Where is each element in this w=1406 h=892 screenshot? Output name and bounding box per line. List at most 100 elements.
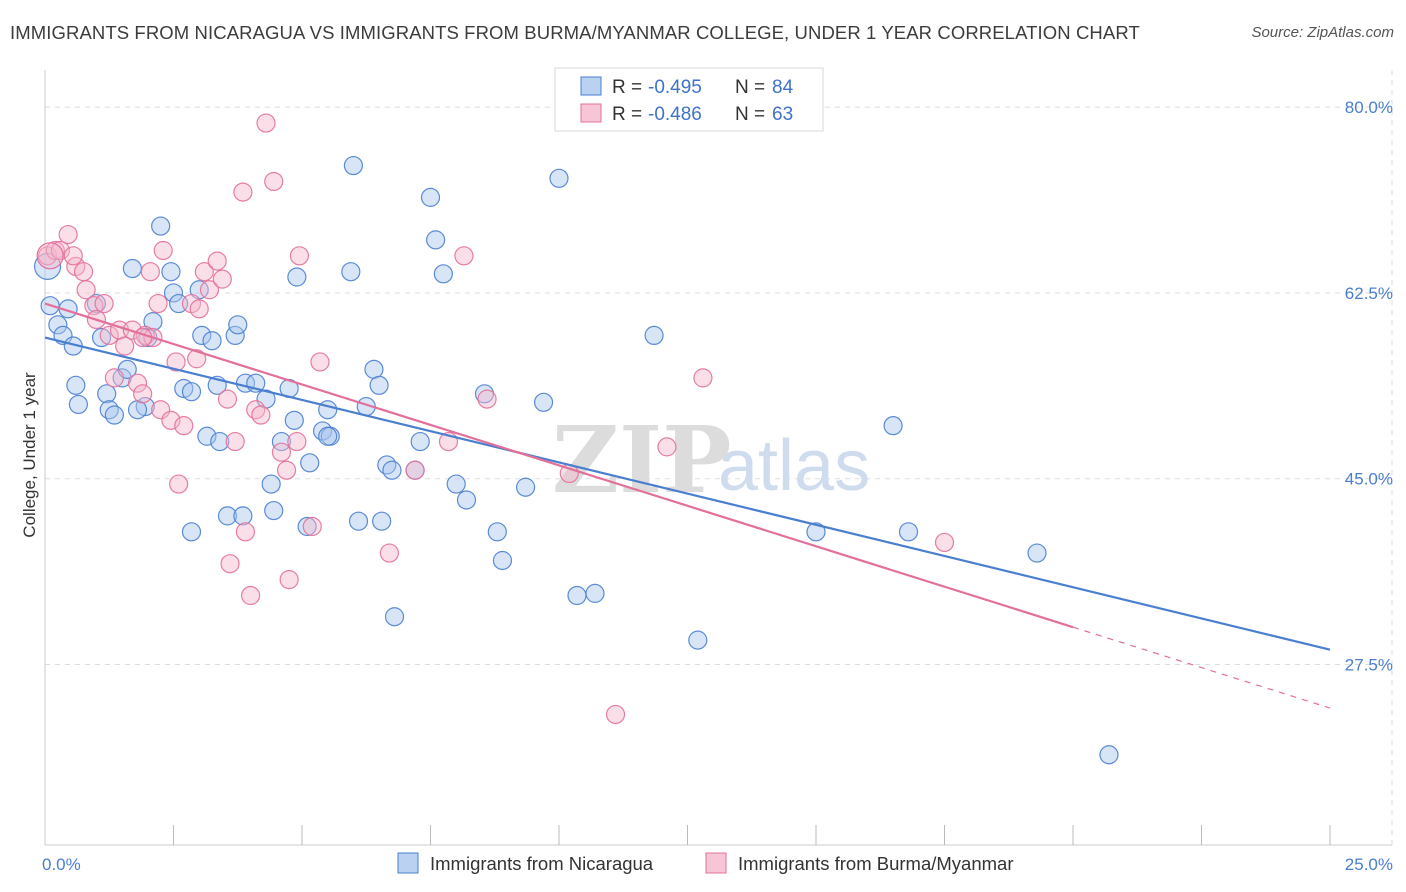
burma-point-47 [287,431,307,452]
nicaragua-point-15 [122,258,142,279]
legend-n-label-burma: N = [735,104,770,125]
nicaragua-point-71 [492,550,513,571]
nicaragua-point-30 [202,331,222,351]
nicaragua-point-56 [364,359,384,379]
bottom-legend-swatch-burma [705,852,727,874]
trend-lines [44,302,1331,709]
nicaragua-point-2 [48,315,68,335]
burma-point-34 [217,389,238,409]
burma-point-9 [94,293,114,314]
y-tick-labels: 80.0% 62.5% 45.0% 27.5% [1345,98,1393,674]
nicaragua-point-42 [271,431,292,452]
y-tick-label-0: 80.0% [1345,98,1393,117]
burma-point-15 [127,373,148,393]
source-label: Source: ZipAtlas.com [1251,24,1394,41]
legend-n-value-burma: 63 [772,104,793,125]
y-tick-label-2: 45.0% [1345,470,1393,489]
bottom-legend-swatch-nicaragua [397,852,419,874]
nicaragua-point-65 [426,230,446,250]
burma-point-60 [934,532,955,553]
nicaragua-point-76 [585,583,605,603]
nicaragua-point-29 [197,426,217,446]
axes [44,70,1392,846]
burma-point-31 [199,280,220,300]
nicaragua-point-45 [287,267,307,287]
burma-point-18 [140,262,160,282]
nicaragua-point-50 [318,426,338,446]
burma-point-55 [477,389,497,409]
nicaragua-point-24 [174,378,194,399]
burma-point-30 [194,262,214,282]
nicaragua-point-57 [369,375,389,395]
burma-point-11 [104,368,124,388]
burma-trend-line [44,302,1074,629]
nicaragua-point-46 [297,516,317,537]
burma-point-25 [169,474,189,494]
legend-n-value-nicaragua: 84 [772,77,794,98]
nicaragua-point-25 [181,382,202,402]
x-tick-labels: 0.0% 25.0% [42,855,1393,874]
nicaragua-point-17 [127,400,148,420]
bottom-legend-label-burma: Immigrants from Burma/Myanmar [738,853,1014,874]
burma-point-29 [189,299,209,319]
legend-r-label-nicaragua: R = [612,77,647,98]
burma-point-36 [225,431,245,452]
y-tick-label-1: 62.5% [1345,284,1393,303]
nicaragua-point-75 [567,585,587,606]
chart-title: IMMIGRANTS FROM NICARAGUA VS IMMIGRANTS … [10,22,1140,43]
nicaragua-point-36 [233,506,253,526]
burma-point-44 [271,442,292,462]
nicaragua-point-54 [348,511,369,531]
nicaragua-point-47 [300,453,320,473]
nicaragua-point-73 [533,392,554,412]
y-axis-label: College, Under 1 year [20,372,39,538]
nicaragua-point-69 [474,384,495,404]
nicaragua-point-8 [86,293,107,314]
nicaragua-point-81 [898,522,919,542]
burma-point-13 [115,336,135,356]
legend-r-value-nicaragua: -0.495 [648,77,702,98]
nicaragua-point-33 [217,506,238,526]
burma-point-59 [605,704,626,725]
nicaragua-point-80 [883,416,903,436]
nicaragua-point-64 [420,187,441,207]
burma-point-5 [73,262,94,282]
burma-point-38 [235,522,256,542]
nicaragua-point-74 [549,168,569,188]
x-tick-label-1: 25.0% [1345,855,1393,874]
burma-point-35 [220,554,240,574]
burma-point-46 [279,569,299,590]
burma-point-16 [133,384,153,404]
burma-point-49 [302,516,322,537]
nicaragua-point-78 [688,630,708,650]
nicaragua-point-20 [151,216,171,236]
nicaragua-point-61 [382,460,402,480]
nicaragua-point-70 [487,522,507,542]
burma-point-22 [153,240,173,261]
burma-point-45 [276,460,297,480]
burma-point-61 [63,246,83,266]
nicaragua-point-68 [456,490,477,510]
nicaragua-point-35 [228,315,248,335]
nicaragua-point-83 [1099,745,1119,765]
legend-r-label-burma: R = [612,104,647,125]
nicaragua-point-58 [372,511,392,531]
burma-point-10 [99,325,119,346]
burma-point-51 [379,543,399,563]
burma-point-50 [310,352,330,372]
nicaragua-point-11 [99,400,119,420]
burma-point-33 [212,269,232,289]
stats-legend: R = -0.495 N = 84 R = -0.486 N = 63 [554,67,824,132]
nicaragua-point-60 [384,607,405,627]
burma-point-40 [246,400,266,420]
burma-point-41 [251,405,271,425]
nicaragua-point-53 [343,155,363,176]
legend-r-value-burma: -0.486 [648,104,702,125]
burma-point-57 [657,437,677,457]
nicaragua-point-21 [161,262,181,282]
x-tick-label-0: 0.0% [42,855,81,874]
nicaragua-point-12 [104,405,124,425]
bottom-legend-label-nicaragua: Immigrants from Nicaragua [430,853,654,874]
nicaragua-point-51 [318,400,338,420]
